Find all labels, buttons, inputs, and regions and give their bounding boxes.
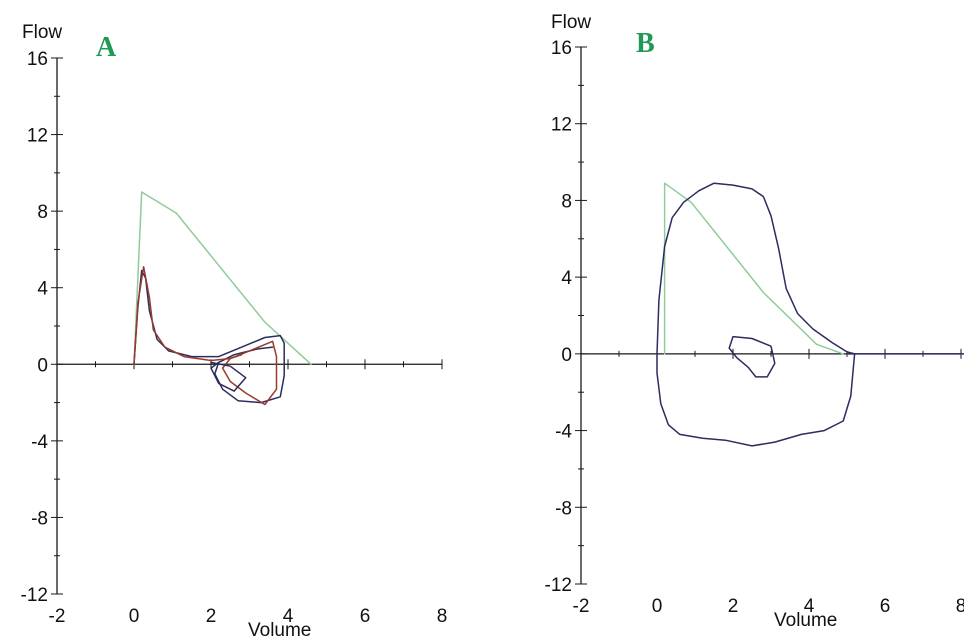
panel-a-series-2-curve bbox=[133, 265, 278, 406]
panel-b-label: B bbox=[636, 28, 655, 59]
panel-b-series-1-curve bbox=[656, 182, 856, 447]
panel-b-x-tick-label: -2 bbox=[573, 596, 590, 617]
panel-b-x-tick-label: 6 bbox=[880, 596, 891, 617]
panel-a-x-tick-label: 0 bbox=[129, 606, 140, 627]
panel-a-x-axis-title: Volume bbox=[248, 620, 311, 639]
panel-b-y-tick-label: 4 bbox=[561, 268, 572, 289]
panel-a-label: A bbox=[96, 32, 117, 63]
panel-a-y-axis-title: Flow bbox=[22, 22, 62, 43]
panel-b-y-tick-label: 16 bbox=[551, 38, 572, 59]
panel-a-y-tick-label: 12 bbox=[27, 126, 48, 147]
panel-b-y-tick-label: 0 bbox=[561, 345, 572, 366]
panel-b-series-0-curve bbox=[663, 182, 844, 355]
panel-a-series-0-curve bbox=[133, 191, 312, 366]
panel-a-y-tick-label: -12 bbox=[21, 585, 48, 606]
panel-a-series-1-curve bbox=[133, 269, 285, 404]
panel-a-x-tick-label: 6 bbox=[360, 606, 371, 627]
panel-a-y-tick-label: -4 bbox=[31, 432, 48, 453]
panel-a-y-tick-label: -8 bbox=[31, 508, 48, 529]
panel-a-y-tick-label: 4 bbox=[37, 279, 48, 300]
panel-b-x-axis-title: Volume bbox=[774, 610, 837, 631]
panel-b-y-tick-label: -12 bbox=[545, 575, 572, 596]
panel-b-x-tick-label: 8 bbox=[956, 596, 964, 617]
panel-b-series-2-curve bbox=[728, 335, 776, 378]
panel-a-x-tick-label: -2 bbox=[49, 606, 66, 627]
panel-b-x-tick-label: 2 bbox=[728, 596, 739, 617]
panel-b-y-tick-label: 8 bbox=[561, 191, 572, 212]
panel-b-y-tick-label: -8 bbox=[555, 498, 572, 519]
panel-a-x-tick-label: 2 bbox=[206, 606, 217, 627]
panel-b-x-tick-label: 4 bbox=[804, 596, 815, 617]
panel-b-y-tick-label: 12 bbox=[551, 115, 572, 136]
panel-a-series-3-curve bbox=[210, 361, 247, 392]
panel-b-y-axis-title: Flow bbox=[551, 12, 591, 33]
panel-a-y-tick-label: 16 bbox=[27, 49, 48, 70]
panel-b-x-tick-label: 0 bbox=[652, 596, 663, 617]
panel-a-x-tick-label: 8 bbox=[437, 606, 448, 627]
panel-a-y-tick-label: 8 bbox=[37, 202, 48, 223]
panel-a-y-tick-label: 0 bbox=[37, 355, 48, 376]
panel-a-x-tick-label: 4 bbox=[283, 606, 294, 627]
panel-b-y-tick-label: -4 bbox=[555, 422, 572, 443]
